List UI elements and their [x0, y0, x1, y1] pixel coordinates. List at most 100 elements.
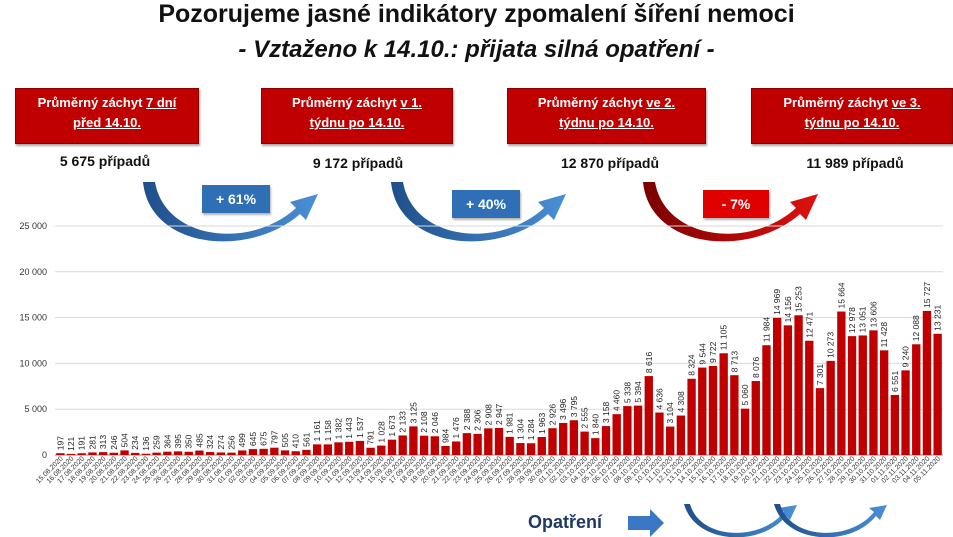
data-label: 791 — [366, 430, 376, 444]
bar — [66, 453, 76, 455]
bar — [826, 360, 835, 455]
change-badge-2: + 40% — [452, 190, 520, 218]
bar — [869, 330, 878, 455]
data-label: 9 544 — [697, 343, 707, 365]
data-label: 2 306 — [473, 409, 483, 431]
y-tick-label: 20 000 — [19, 267, 47, 277]
data-label: 191 — [77, 436, 87, 450]
bar — [762, 345, 771, 455]
bar — [238, 450, 247, 455]
data-label: 1 158 — [323, 420, 333, 442]
page-title: Pozorujeme jasné indikátory zpomalení ší… — [158, 0, 795, 28]
data-label: 675 — [259, 431, 269, 445]
bar — [494, 428, 504, 455]
data-label: 313 — [98, 435, 108, 449]
bar — [334, 442, 343, 455]
box-text-underlined: ve 3. — [891, 95, 921, 110]
data-label: 3 158 — [601, 402, 611, 424]
bar — [355, 440, 365, 455]
data-label: 1 840 — [590, 414, 600, 436]
data-label: 14 156 — [783, 296, 793, 322]
bar — [751, 381, 760, 455]
bar — [205, 452, 215, 455]
box-text-underlined: týdnu po 14.10. — [309, 115, 405, 130]
data-label: 2 555 — [580, 407, 590, 429]
data-label: 3 104 — [665, 402, 675, 424]
data-label: 12 088 — [911, 315, 921, 341]
bar — [56, 453, 65, 455]
data-label: 256 — [227, 435, 237, 449]
box-text: Průměrný záchyt — [37, 95, 147, 110]
bar — [452, 441, 461, 455]
bar — [569, 420, 579, 455]
bar — [291, 451, 300, 455]
data-label: 14 969 — [772, 289, 782, 315]
data-label: 5 060 — [740, 384, 750, 406]
data-label: 13 606 — [868, 301, 878, 327]
bar — [120, 450, 129, 455]
bar — [141, 453, 151, 455]
data-label: 1 476 — [451, 417, 461, 439]
data-label: 1 981 — [505, 412, 515, 434]
bar — [430, 436, 439, 455]
data-label: 11 428 — [879, 322, 889, 348]
data-label: 2 388 — [462, 409, 472, 431]
data-label: 1 028 — [376, 421, 386, 443]
bar — [366, 447, 375, 455]
data-label: 8 616 — [644, 352, 654, 374]
bar — [312, 444, 322, 455]
bar — [601, 426, 611, 455]
bar — [815, 388, 825, 455]
data-label: 499 — [237, 433, 247, 447]
data-label: 13 051 — [858, 306, 868, 332]
bar — [109, 452, 119, 455]
data-label: 281 — [87, 435, 97, 449]
count-before: 5 675 případů — [59, 153, 151, 169]
data-label: 9 240 — [901, 346, 911, 368]
bar — [676, 415, 686, 455]
data-label: 3 125 — [408, 402, 418, 424]
bar — [794, 315, 803, 455]
data-label: 234 — [130, 435, 140, 449]
bar — [655, 412, 664, 455]
y-tick-label: 15 000 — [19, 313, 47, 323]
box-text: Průměrný záchyt — [291, 95, 401, 110]
data-label: 364 — [162, 434, 172, 448]
data-label: 2 108 — [419, 411, 429, 433]
data-label: 2 046 — [430, 412, 440, 434]
box-text-underlined: před 14.10. — [73, 115, 141, 130]
summary-box-week3: Průměrný záchyt ve 3. týdnu po 14.10. — [751, 88, 953, 144]
bar — [526, 443, 536, 455]
data-label: 1 161 — [312, 420, 322, 442]
bar — [933, 333, 942, 455]
bar — [227, 452, 236, 455]
bar — [409, 426, 418, 455]
data-label: 15 253 — [794, 286, 804, 312]
data-label: 395 — [173, 434, 183, 448]
box-text: Průměrný záchyt — [537, 95, 647, 110]
bar — [462, 433, 472, 455]
bar — [837, 311, 846, 455]
data-label: 2 908 — [483, 404, 493, 426]
data-label: 8 324 — [687, 354, 697, 376]
data-label: 15 664 — [836, 282, 846, 308]
bar — [248, 449, 258, 455]
y-tick-label: 0 — [42, 450, 47, 460]
bar — [98, 452, 108, 455]
bar — [195, 450, 204, 455]
bar — [152, 452, 161, 455]
bar — [173, 451, 183, 455]
data-label: 12 471 — [804, 311, 814, 337]
data-label: 10 273 — [826, 332, 836, 358]
bar — [441, 445, 450, 455]
data-label: 485 — [194, 433, 204, 447]
bar — [890, 394, 900, 455]
bar — [901, 370, 910, 455]
data-label: 2 133 — [398, 411, 408, 433]
bar — [387, 439, 397, 455]
data-label: 4 308 — [676, 391, 686, 413]
count-week3: 11 989 případů — [806, 155, 904, 171]
bar — [377, 445, 386, 455]
bar — [505, 436, 514, 455]
